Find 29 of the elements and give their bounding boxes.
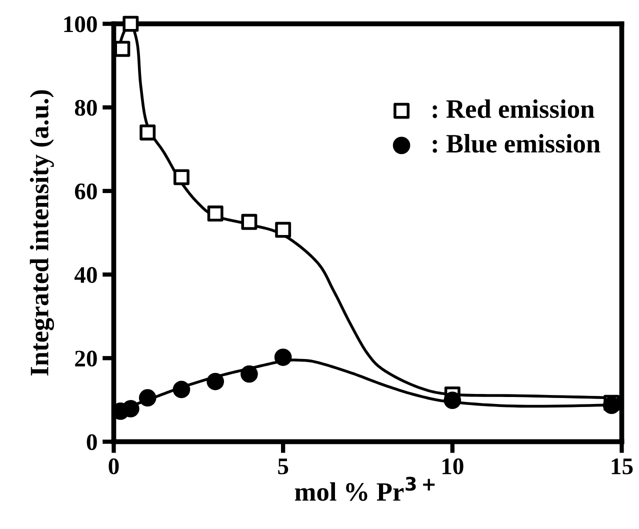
point — [602, 396, 620, 414]
point — [275, 222, 292, 238]
point — [140, 124, 156, 140]
y-tick-label: 0 — [86, 434, 97, 450]
point — [240, 365, 258, 383]
point — [274, 348, 292, 366]
y-axis-title: Integrated intensity (a.u.) — [30, 90, 54, 376]
y-tick-label: 40 — [74, 267, 97, 283]
point — [172, 380, 190, 398]
x-tick-label: 0 — [108, 458, 119, 474]
point — [114, 40, 130, 57]
y-tick-label: 80 — [74, 100, 97, 116]
point — [207, 206, 224, 222]
x-tick-label: 10 — [442, 458, 464, 474]
x-axis-title: mol % Pr$^{3+}$ — [294, 476, 435, 501]
x-tick-label: 15 — [612, 458, 633, 474]
point — [138, 389, 156, 407]
y-tick-label: 100 — [64, 16, 97, 32]
point — [206, 372, 224, 390]
point — [122, 16, 139, 32]
x-tick-label: 5 — [278, 458, 288, 474]
point — [174, 169, 190, 186]
point — [122, 400, 140, 418]
point — [444, 392, 462, 410]
y-tick-label: 60 — [74, 183, 97, 200]
legend-label: : Red emission — [432, 99, 594, 118]
point — [241, 214, 258, 230]
legend-label: : Blue emission — [432, 134, 600, 153]
y-tick-label: 20 — [75, 350, 97, 367]
